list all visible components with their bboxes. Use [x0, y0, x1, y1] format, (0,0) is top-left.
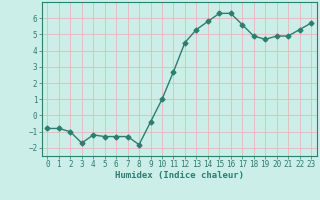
X-axis label: Humidex (Indice chaleur): Humidex (Indice chaleur)	[115, 171, 244, 180]
